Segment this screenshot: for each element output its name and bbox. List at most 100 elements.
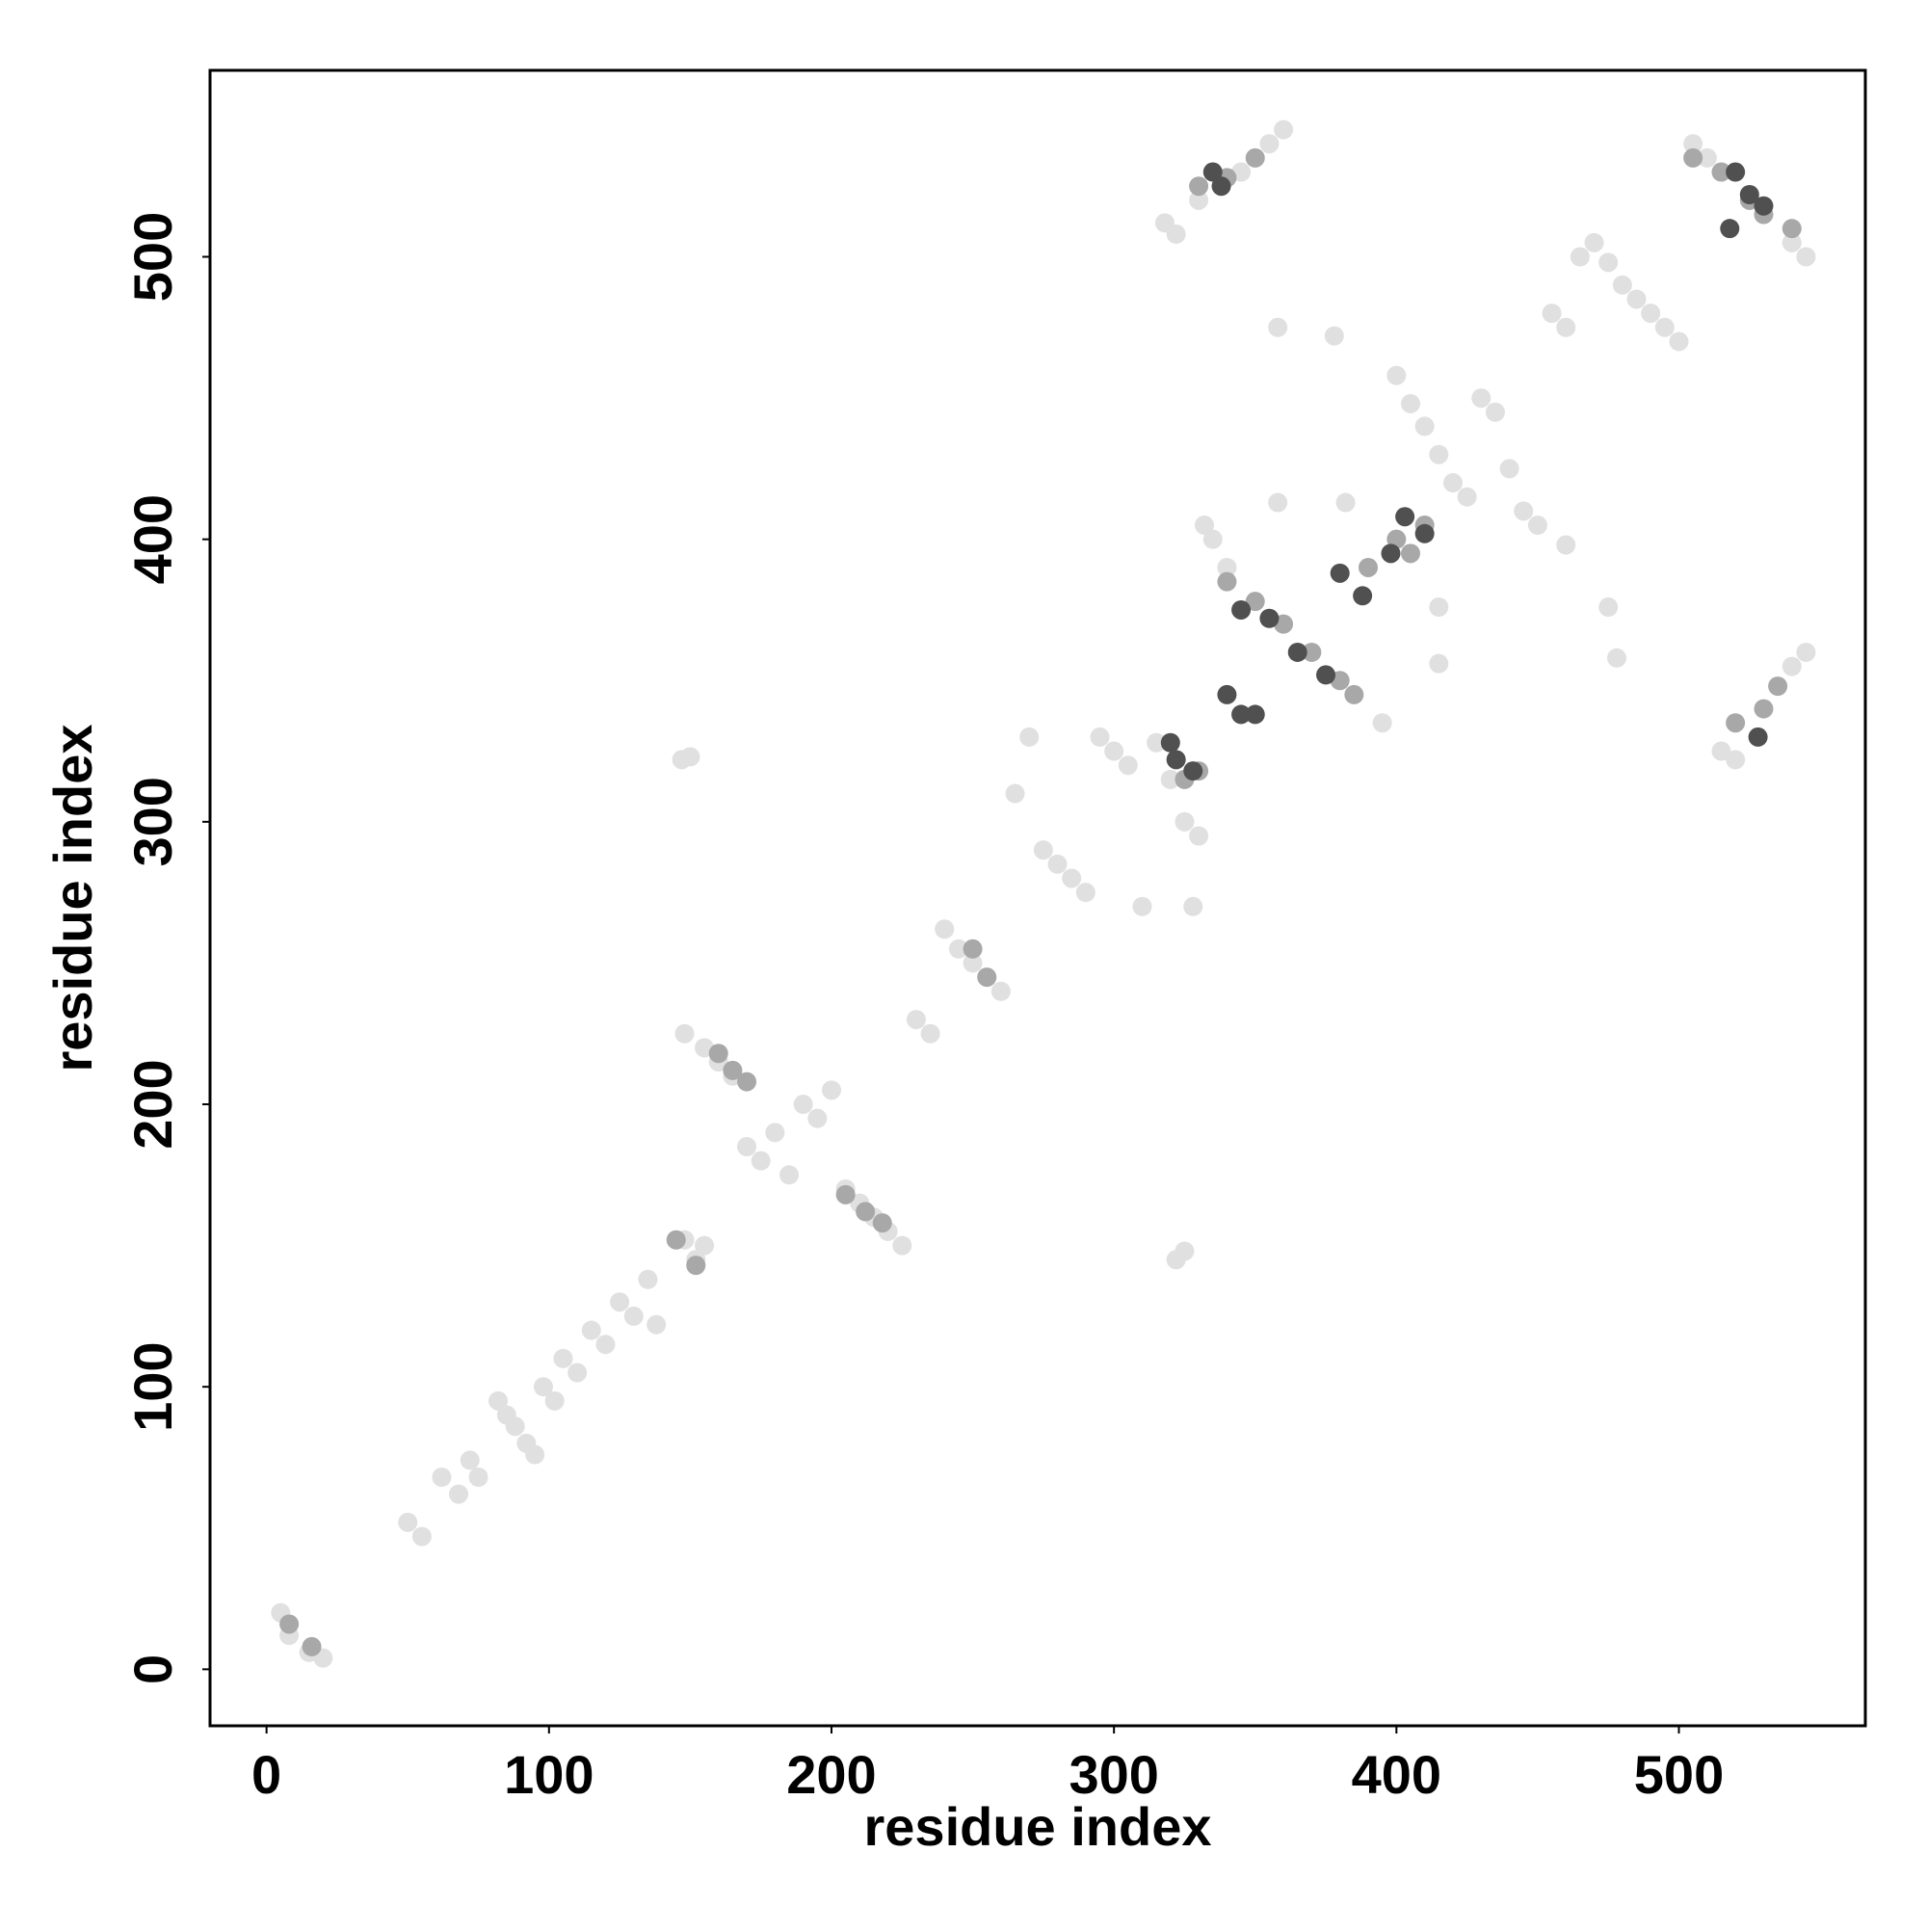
point [779,1165,800,1185]
point [1268,317,1288,337]
point [1359,557,1379,577]
point [411,1526,432,1547]
point [1166,225,1186,245]
point [1372,713,1392,733]
point [1183,896,1203,916]
point [1033,840,1053,860]
point [1231,704,1252,725]
point [1527,516,1547,536]
point [279,1614,300,1634]
point [1626,289,1647,309]
point [1245,704,1265,725]
point [793,1095,813,1115]
point [581,1320,601,1340]
point [398,1512,418,1532]
point [963,939,983,959]
point [1189,176,1209,197]
point [1768,676,1788,697]
point [856,1202,876,1222]
point [1090,727,1110,747]
point [568,1363,588,1383]
point [892,1235,912,1256]
point [1183,761,1203,781]
point [1217,684,1237,704]
point [448,1484,468,1504]
point [1400,393,1420,413]
point [1202,529,1223,549]
point [990,981,1011,1001]
point [1330,563,1350,583]
point [1796,642,1816,662]
point [1697,147,1717,168]
point [1754,699,1774,719]
point [1542,304,1562,324]
point [1739,184,1759,204]
point [1429,653,1449,674]
point [666,1230,686,1250]
point [1395,507,1415,527]
point [1075,883,1095,903]
point [1259,608,1280,628]
x-tick-label: 400 [1352,1744,1441,1805]
point [751,1151,771,1171]
point [1175,811,1195,832]
point [505,1416,525,1437]
point [1782,219,1802,239]
point [1202,162,1223,182]
point [1160,769,1180,789]
point [821,1080,841,1100]
point [1598,597,1619,618]
point [1160,732,1180,753]
point [1641,304,1661,324]
point [948,939,968,959]
point [1217,571,1237,592]
x-axis-label: residue index [863,1796,1211,1857]
plot-frame [208,68,1867,1728]
point [533,1377,553,1397]
y-axis-label: residue index [42,724,103,1072]
point [1302,642,1322,662]
point [595,1335,616,1355]
point [1194,516,1214,536]
point [623,1306,644,1326]
point [432,1468,452,1488]
point [1726,162,1746,182]
y-tick-label: 200 [122,1059,183,1149]
point [1796,247,1816,267]
point [1132,896,1152,916]
point [1584,232,1604,252]
point [1245,592,1265,612]
point [553,1348,573,1368]
point [1683,134,1703,154]
point [1414,416,1435,437]
point [1231,599,1252,620]
point [1748,727,1768,747]
point [920,1023,940,1044]
point [1189,190,1209,210]
point [1607,648,1627,668]
point [1485,402,1505,422]
point [807,1108,828,1128]
point [1047,854,1068,874]
point [1335,492,1356,513]
point [1400,543,1420,564]
point [835,1184,856,1204]
point [1612,275,1632,295]
point [1104,741,1124,761]
point [1471,388,1491,409]
point [1386,365,1407,385]
point [1274,119,1294,140]
point [1217,557,1237,577]
y-tick-label: 100 [122,1341,183,1431]
point [977,967,997,988]
point [1711,741,1731,761]
point [686,1256,706,1276]
x-tick-label: 300 [1069,1744,1158,1805]
x-tick-label: 100 [504,1744,594,1805]
point [1245,147,1265,168]
point [1429,597,1449,618]
point [1457,487,1477,507]
y-tick-label: 300 [122,777,183,866]
point [737,1072,757,1092]
